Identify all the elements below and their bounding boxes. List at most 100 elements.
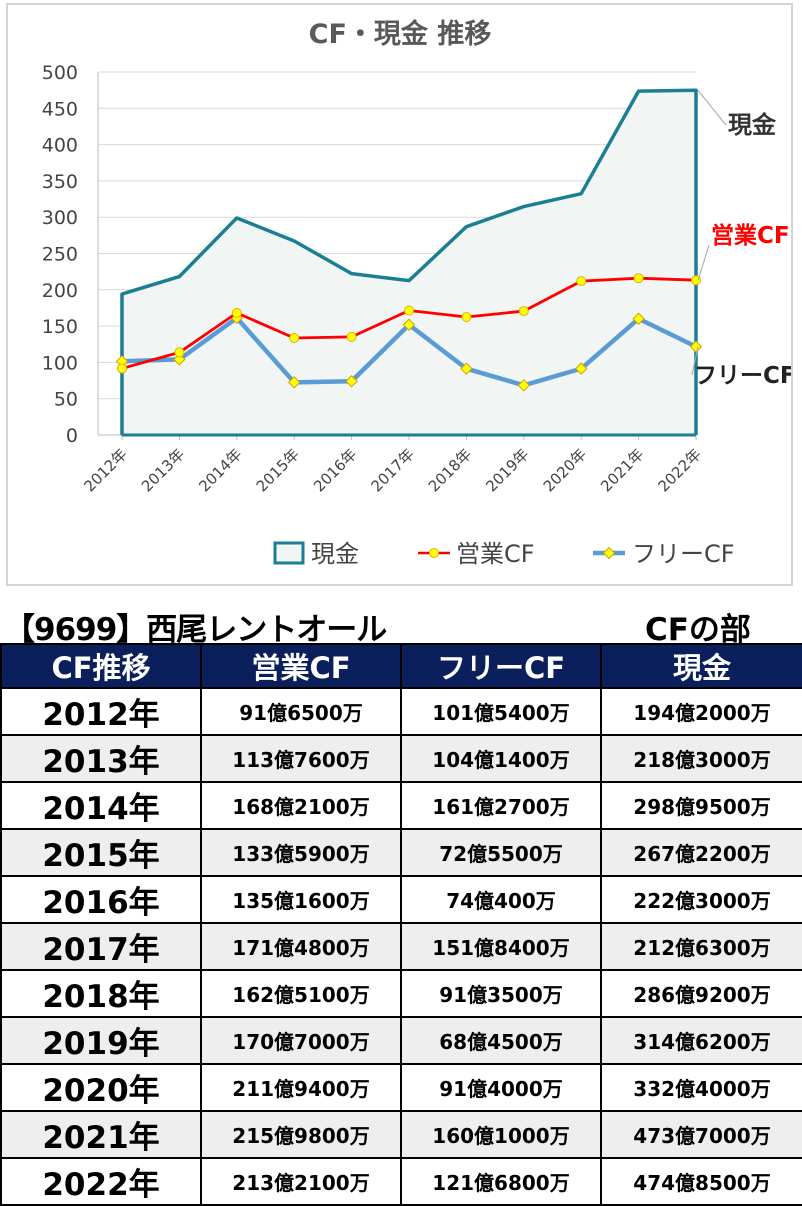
- operating-cf-point: [346, 331, 357, 342]
- cash-cell: 474億8500万: [600, 1157, 802, 1206]
- free-cf-cell: 74億400万: [400, 875, 602, 924]
- cash-cell: 222億3000万: [600, 875, 802, 924]
- y-tick-label: 50: [54, 389, 78, 411]
- free-cf-cell: 161億2700万: [400, 781, 602, 830]
- operating-cf-cell: 215億9800万: [200, 1110, 402, 1159]
- year-cell: 2016年: [0, 875, 202, 924]
- operating-cf-cell: 170億7000万: [200, 1016, 402, 1065]
- legend-label-operating-cf: 営業CF: [456, 540, 535, 568]
- operating-cf-cell: 91億6500万: [200, 687, 402, 736]
- table-row: 2020年 211億9400万 91億4000万 332億4000万: [0, 1063, 802, 1112]
- x-tick-label: 2021年: [597, 445, 647, 495]
- operating-cf-cell: 171億4800万: [200, 922, 402, 971]
- x-tick-label: 2017年: [367, 445, 417, 495]
- y-tick-label: 350: [42, 171, 78, 193]
- annotation-label: 現金: [728, 111, 777, 139]
- operating-cf-cell: 168億2100万: [200, 781, 402, 830]
- free-cf-cell: 101億5400万: [400, 687, 602, 736]
- table-header-row: CF推移 営業CF フリーCF 現金: [0, 643, 802, 689]
- operating-cf-point: [576, 276, 587, 287]
- chart-title: CF・現金 推移: [309, 18, 492, 50]
- cash-cell: 286億9200万: [600, 969, 802, 1018]
- operating-cf-point: [174, 347, 185, 358]
- free-cf-point: [345, 375, 358, 388]
- operating-cf-point: [404, 305, 414, 316]
- year-cell: 2013年: [0, 734, 202, 783]
- annotation-label: 営業CF: [711, 222, 790, 249]
- header-operating-cf: 営業CF: [200, 643, 402, 689]
- table-row: 2017年 171億4800万 151億8400万 212億6300万: [0, 922, 802, 971]
- y-tick-label: 450: [42, 98, 78, 120]
- operating-cf-point: [461, 312, 472, 323]
- free-cf-cell: 121億6800万: [400, 1157, 602, 1206]
- table-row: 2022年 213億2100万 121億6800万 474億8500万: [0, 1157, 802, 1206]
- year-cell: 2017年: [0, 922, 202, 971]
- cash-cell: 218億3000万: [600, 734, 802, 783]
- y-tick-label: 0: [66, 425, 78, 447]
- year-cell: 2021年: [0, 1110, 202, 1159]
- x-tick-label: 2015年: [253, 445, 303, 495]
- y-tick-label: 300: [42, 207, 78, 229]
- free-cf-cell: 72億5500万: [400, 828, 602, 877]
- x-tick-label: 2018年: [425, 445, 475, 495]
- free-cf-cell: 91億3500万: [400, 969, 602, 1018]
- x-tick-label: 2013年: [138, 445, 188, 495]
- table-row: 2014年 168億2100万 161億2700万 298億9500万: [0, 781, 802, 830]
- company-title: 【9699】西尾レントオール: [4, 612, 387, 648]
- free-cf-point: [173, 353, 186, 366]
- table-row: 2021年 215億9800万 160億1000万 473億7000万: [0, 1110, 802, 1159]
- x-tick-label: 2019年: [482, 445, 532, 495]
- table-row: 2012年 91億6500万 101億5400万 194億2000万: [0, 687, 802, 736]
- cf-cash-chart: CF・現金 推移 0 50 100 150 200 250 300 350 400 450 500 20…: [42, 18, 791, 568]
- free-cf-cell: 104億1400万: [400, 734, 602, 783]
- header-cf-trend: CF推移: [0, 643, 202, 689]
- free-cf-cell: 91億4000万: [400, 1063, 602, 1112]
- free-cf-point: [517, 379, 531, 392]
- cash-cell: 473億7000万: [600, 1110, 802, 1159]
- table-row: 2019年 170億7000万 68億4500万 314億6200万: [0, 1016, 802, 1065]
- x-tick-label: 2020年: [540, 445, 590, 495]
- free-cf-point: [574, 362, 588, 375]
- free-cf-cell: 151億8400万: [400, 922, 602, 971]
- cash-cell: 194億2000万: [600, 687, 802, 736]
- y-tick-label: 150: [42, 316, 78, 338]
- annotation-label: フリーCF: [694, 363, 791, 389]
- year-cell: 2018年: [0, 969, 202, 1018]
- legend-marker-operating-cf: [429, 548, 439, 558]
- cash-cell: 267億2200万: [600, 828, 802, 877]
- y-tick-label: 200: [42, 280, 78, 302]
- free-cf-point: [460, 362, 473, 375]
- y-tick-label: 100: [42, 352, 78, 374]
- cash-cell: 332億4000万: [600, 1063, 802, 1112]
- free-cf-cell: 160億1000万: [400, 1110, 602, 1159]
- year-cell: 2015年: [0, 828, 202, 877]
- cash-line: [120, 88, 698, 435]
- annotation-leader: [697, 89, 727, 126]
- free-cf-point: [632, 312, 645, 325]
- y-tick-label: 500: [42, 62, 78, 84]
- header-free-cf: フリーCF: [400, 643, 602, 689]
- section-title: CFの部: [645, 612, 751, 648]
- cash-cell: 314億6200万: [600, 1016, 802, 1065]
- table-row: 2018年 162億5100万 91億3500万 286億9200万: [0, 969, 802, 1018]
- table-row: 2015年 133億5900万 72億5500万 267億2200万: [0, 828, 802, 877]
- legend-label-cash: 現金: [311, 540, 359, 568]
- x-tick-label: 2016年: [310, 445, 360, 495]
- table-row: 2016年 135億1600万 74億400万 222億3000万: [0, 875, 802, 924]
- operating-cf-point: [231, 307, 242, 318]
- chart-frame: CF・現金 推移 0 50 100 150 200 250 300 350 400 450 500 20…: [6, 3, 793, 586]
- legend-marker-free-cf: [602, 546, 616, 560]
- free-cf-point: [402, 318, 416, 331]
- x-tick-label: 2012年: [80, 445, 130, 495]
- operating-cf-cell: 211億9400万: [200, 1063, 402, 1112]
- operating-cf-point: [633, 273, 644, 284]
- free-cf-cell: 68億4500万: [400, 1016, 602, 1065]
- table-row: 2013年 113億7600万 104億1400万 218億3000万: [0, 734, 802, 783]
- free-cf-point: [689, 340, 703, 353]
- operating-cf-point: [117, 363, 127, 374]
- x-tick-label: 2014年: [195, 445, 245, 495]
- cf-table: CF推移 営業CF フリーCF 現金 2012年 91億6500万 101億5400…: [0, 643, 802, 1206]
- year-cell: 2020年: [0, 1063, 202, 1112]
- year-cell: 2022年: [0, 1157, 202, 1206]
- annotation-leader: [691, 346, 699, 376]
